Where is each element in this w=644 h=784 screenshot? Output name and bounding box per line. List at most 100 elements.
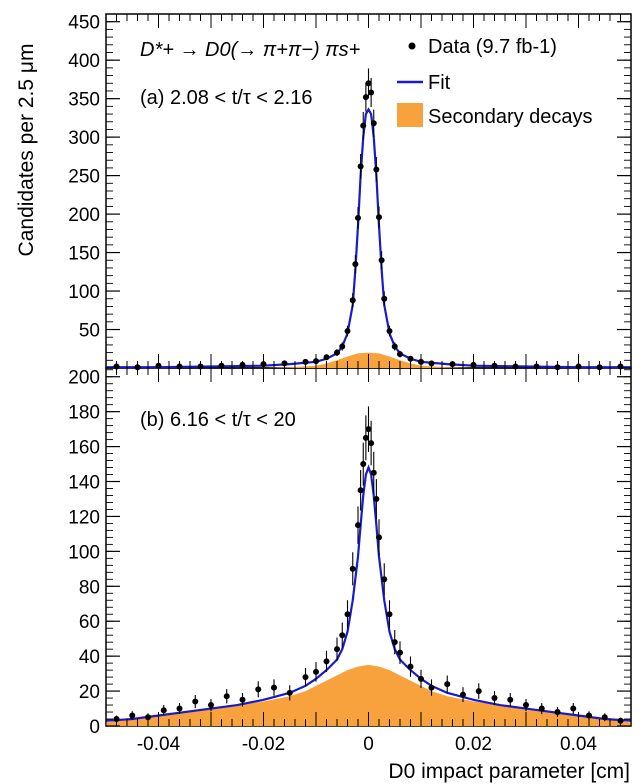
data-point-b <box>176 705 183 712</box>
data-point-b <box>386 611 393 618</box>
x-tick-label-b: 0 <box>363 734 374 755</box>
data-point-b <box>302 674 309 681</box>
data-point-b <box>418 675 424 682</box>
y-tick-label-a: 350 <box>68 90 100 111</box>
data-point-b <box>192 698 199 705</box>
x-axis-title: D0 impact parameter [cm] <box>388 760 630 783</box>
y-tick-label-b: 200 <box>68 368 100 389</box>
data-point-a <box>370 120 377 127</box>
y-tick-label-a: 450 <box>68 13 100 34</box>
data-point-b <box>349 565 356 572</box>
y-tick-label-b: 100 <box>68 542 100 563</box>
data-point-a <box>357 163 364 170</box>
data-point-a <box>352 261 359 268</box>
data-point-b <box>407 663 414 670</box>
secondary-decays-area-b <box>106 664 631 726</box>
panel-b-plot <box>105 406 632 726</box>
data-point-b <box>255 686 262 693</box>
data-point-b <box>129 712 136 719</box>
y-tick-label-b: 120 <box>68 507 100 528</box>
data-point-b <box>381 576 388 583</box>
data-point-a <box>360 122 367 129</box>
legend-secondary-label: Secondary decays <box>428 106 593 128</box>
data-point-b <box>239 696 246 703</box>
y-tick-label-b: 40 <box>79 647 100 668</box>
legend: Data (9.7 fb-1) Fit Secondary decays <box>397 36 593 128</box>
legend-data-marker <box>408 42 416 50</box>
data-point-a <box>373 166 380 173</box>
data-point-b <box>475 688 482 695</box>
y-tick-label-b: 60 <box>79 612 100 633</box>
y-tick-label-a: 300 <box>68 128 100 149</box>
data-point-a <box>355 214 361 221</box>
data-point-b <box>507 696 514 703</box>
data-point-a <box>407 355 414 362</box>
panel-a-axes: 50 100 150 200 250 300 350 400 450 <box>68 13 632 369</box>
data-point-b <box>586 712 592 719</box>
data-point-b <box>554 709 561 716</box>
data-point-b <box>339 632 346 639</box>
data-point-a <box>378 257 385 264</box>
data-point-b <box>538 705 545 712</box>
data-point-a <box>391 343 398 350</box>
legend-secondary-marker <box>397 103 423 127</box>
data-point-b <box>491 695 498 702</box>
legend-fit-label: Fit <box>428 72 451 94</box>
panel-a-frame <box>105 13 632 369</box>
data-point-b <box>570 705 577 712</box>
x-tick-label-b: -0.04 <box>137 734 181 755</box>
y-tick-label-a: 50 <box>79 321 100 342</box>
y-axis-title: Candidates per 2.5 μm <box>15 44 38 257</box>
data-point-b <box>323 658 330 665</box>
data-point-b <box>397 649 403 656</box>
y-tick-label-a: 100 <box>68 282 100 303</box>
data-point-b <box>145 714 151 721</box>
y-tick-label-b: 0 <box>89 717 100 738</box>
legend-data-label: Data (9.7 fb-1) <box>428 36 557 58</box>
data-point-b <box>208 702 214 709</box>
data-point-b <box>286 689 293 696</box>
data-point-a <box>368 89 375 96</box>
y-tick-label-b: 180 <box>68 403 100 424</box>
data-point-a <box>349 297 356 304</box>
data-point-b <box>223 693 230 700</box>
x-tick-label-b: 0.04 <box>560 734 597 755</box>
data-point-b <box>444 681 451 688</box>
data-point-b <box>362 434 369 441</box>
decay-label: D*+ → D0(→ π+π−) πs+ <box>140 39 360 61</box>
data-point-b <box>391 639 398 646</box>
y-tick-label-b: 80 <box>79 577 100 598</box>
data-point-b <box>344 611 351 618</box>
y-tick-label-b: 140 <box>68 473 100 494</box>
x-tick-label-b: -0.02 <box>242 734 285 755</box>
data-point-b <box>370 469 377 476</box>
data-point-b <box>460 691 466 698</box>
data-point-a <box>334 349 340 356</box>
data-point-b <box>601 714 608 721</box>
data-point-a <box>323 354 330 361</box>
y-tick-label-a: 400 <box>68 51 100 72</box>
data-point-b <box>271 684 277 691</box>
panel-b-label: (b) 6.16 < t/τ < 20 <box>140 409 296 431</box>
data-point-b <box>523 702 529 709</box>
data-point-b <box>357 487 364 494</box>
data-point-b <box>428 684 435 691</box>
data-point-b <box>360 461 367 468</box>
y-tick-label-a: 200 <box>68 205 100 226</box>
data-point-b <box>376 534 382 541</box>
data-point-a <box>362 94 369 101</box>
data-point-b <box>334 646 340 653</box>
y-tick-label-b: 160 <box>68 438 100 459</box>
panel-a-label: (a) 2.08 < t/τ < 2.16 <box>140 87 312 109</box>
panel-b-axes: 0 20 40 60 80 100 120 140 160 180 200 -0.04 -0.02 0 0.… <box>68 368 632 755</box>
fit-curve-b <box>105 464 632 722</box>
data-point-b <box>160 707 167 714</box>
y-tick-label-a: 150 <box>68 244 100 265</box>
data-point-b <box>368 440 375 447</box>
data-point-a <box>344 328 351 335</box>
data-point-a <box>365 80 372 87</box>
data-point-a <box>339 343 346 350</box>
data-point-b <box>355 522 361 529</box>
data-point-a <box>381 295 388 302</box>
